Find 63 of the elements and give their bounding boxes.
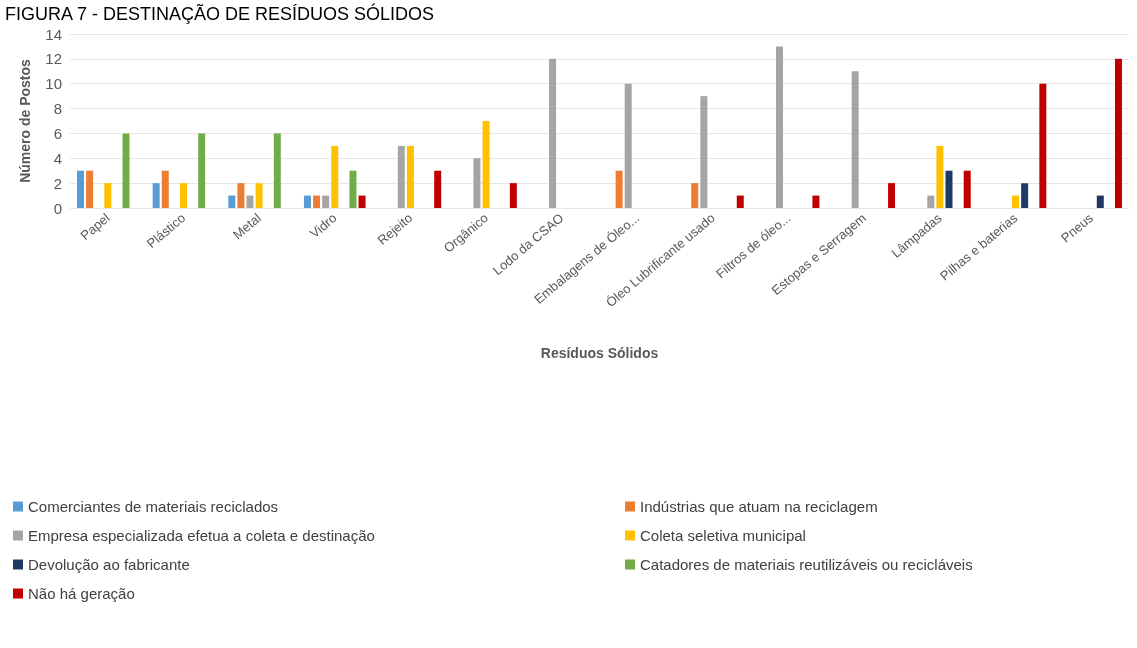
legend-label: Não há geração <box>28 585 135 602</box>
bar <box>255 183 263 208</box>
legend-label: Comerciantes de materiais reciclados <box>28 498 279 515</box>
bar <box>228 195 236 208</box>
legend-label: Devolução ao fabricante <box>28 556 190 573</box>
bar <box>812 195 820 208</box>
y-tick-label: 10 <box>45 75 62 93</box>
y-tick-label: 4 <box>53 149 62 167</box>
bar <box>104 183 112 208</box>
bar <box>691 183 699 208</box>
bar <box>322 195 330 208</box>
y-tick-label: 0 <box>53 199 62 217</box>
bar <box>549 58 557 208</box>
x-axis-title: Resíduos Sólidos <box>540 345 659 361</box>
bar <box>273 133 281 208</box>
y-tick-label: 2 <box>53 174 62 192</box>
y-tick-label: 6 <box>53 124 62 142</box>
legend-label: Catadores de materiais reutilizáveis ou recicláveis <box>640 556 973 573</box>
bar <box>77 170 85 208</box>
bar <box>1114 58 1122 208</box>
y-axis-title: Número de Postos <box>17 58 33 183</box>
bar <box>624 83 632 208</box>
bar <box>700 96 708 208</box>
bar <box>246 195 254 208</box>
bar <box>331 145 339 208</box>
bar <box>358 195 366 208</box>
y-tick-label: 8 <box>53 100 62 118</box>
bar <box>776 46 784 208</box>
bar <box>1021 183 1029 208</box>
bar <box>397 145 405 208</box>
bar <box>482 121 490 208</box>
legend-label: Indústrias que atuam na reciclagem <box>640 498 878 515</box>
bar <box>161 170 169 208</box>
bar <box>851 71 859 208</box>
bar <box>888 183 896 208</box>
bar <box>1012 195 1020 208</box>
bar <box>122 133 130 208</box>
bar <box>179 183 187 208</box>
bar <box>198 133 206 208</box>
bar <box>1096 195 1104 208</box>
x-tick-label: Vidro <box>306 210 340 242</box>
bar <box>936 145 944 208</box>
bar <box>152 183 160 208</box>
bar <box>349 170 357 208</box>
bar <box>736 195 744 208</box>
y-tick-label: 12 <box>45 50 62 68</box>
bar <box>313 195 321 208</box>
bar <box>237 183 245 208</box>
legend-label: Empresa especializada efetua a coleta e destinação <box>28 527 375 544</box>
bar <box>509 183 517 208</box>
bar <box>473 158 481 208</box>
bar <box>1039 83 1047 208</box>
bar <box>86 170 94 208</box>
legend-label: Coleta seletiva municipal <box>640 527 806 544</box>
bar <box>963 170 971 208</box>
chart-title: FIGURA 7 - DESTINAÇÃO DE RESÍDUOS SÓLIDOS <box>5 3 435 24</box>
bar <box>927 195 935 208</box>
bar <box>434 170 442 208</box>
bar <box>945 170 953 208</box>
bar <box>615 170 623 208</box>
y-tick-label: 14 <box>45 25 62 43</box>
bar <box>303 195 311 208</box>
bar <box>406 145 414 208</box>
